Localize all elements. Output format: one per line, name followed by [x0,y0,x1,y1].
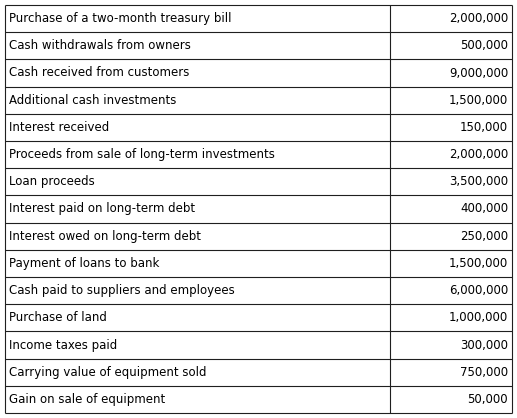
Text: 9,000,000: 9,000,000 [449,66,508,79]
Text: 1,500,000: 1,500,000 [449,257,508,270]
Text: 3,500,000: 3,500,000 [449,175,508,188]
Text: Carrying value of equipment sold: Carrying value of equipment sold [9,366,206,379]
Text: Interest owed on long-term debt: Interest owed on long-term debt [9,230,201,243]
Bar [5,250,512,277]
Text: 1,000,000: 1,000,000 [449,311,508,324]
Text: Payment of loans to bank: Payment of loans to bank [9,257,159,270]
Text: Loan proceeds: Loan proceeds [9,175,95,188]
Text: Gain on sale of equipment: Gain on sale of equipment [9,393,165,406]
Text: 50,000: 50,000 [467,393,508,406]
Text: 2,000,000: 2,000,000 [449,12,508,25]
Text: Additional cash investments: Additional cash investments [9,94,176,107]
Bar [5,141,512,168]
Text: 400,000: 400,000 [460,202,508,216]
Text: 2,000,000: 2,000,000 [449,148,508,161]
Text: Interest received: Interest received [9,121,109,134]
Bar [5,32,512,59]
Bar [5,304,512,331]
Text: 750,000: 750,000 [460,366,508,379]
Bar [5,87,512,114]
Text: 1,500,000: 1,500,000 [449,94,508,107]
Text: Income taxes paid: Income taxes paid [9,339,117,352]
Text: 150,000: 150,000 [460,121,508,134]
Bar [5,331,512,359]
Text: 500,000: 500,000 [460,39,508,52]
Bar [5,223,512,250]
Text: 300,000: 300,000 [460,339,508,352]
Bar [5,114,512,141]
Bar [5,359,512,386]
Bar [5,5,512,32]
Bar [5,386,512,413]
Text: Cash withdrawals from owners: Cash withdrawals from owners [9,39,191,52]
Text: Proceeds from sale of long-term investments: Proceeds from sale of long-term investme… [9,148,275,161]
Text: Purchase of a two-month treasury bill: Purchase of a two-month treasury bill [9,12,232,25]
Bar [5,277,512,304]
Text: 6,000,000: 6,000,000 [449,284,508,297]
Bar [5,168,512,195]
Text: Purchase of land: Purchase of land [9,311,107,324]
Text: Cash received from customers: Cash received from customers [9,66,189,79]
Text: Interest paid on long-term debt: Interest paid on long-term debt [9,202,195,216]
Text: Cash paid to suppliers and employees: Cash paid to suppliers and employees [9,284,235,297]
Bar [5,195,512,223]
Bar [5,59,512,87]
Text: 250,000: 250,000 [460,230,508,243]
